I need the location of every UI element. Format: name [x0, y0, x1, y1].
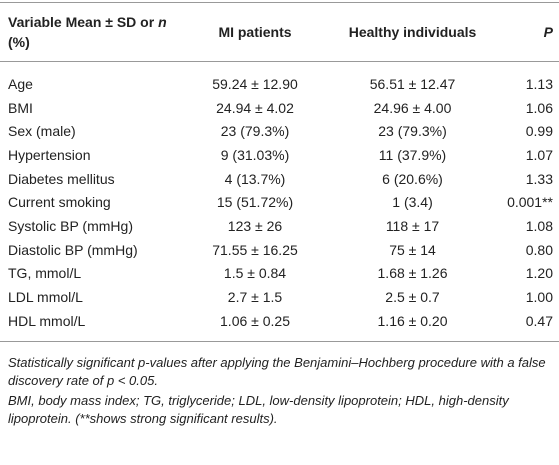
table-cell: Diabetes mellitus	[8, 170, 115, 187]
header-cell: Healthy individuals	[335, 2, 490, 62]
table-cell: Hypertension	[8, 146, 91, 163]
footnote: BMI, body mass index; TG, triglyceride; …	[8, 392, 509, 426]
table-cell: Diastolic BP (mmHg)	[8, 241, 138, 258]
table-cell: 2.5 ± 0.7	[385, 289, 440, 306]
table-cell: 23 (79.3%)	[378, 123, 447, 140]
table-cell: 6 (20.6%)	[382, 170, 443, 187]
header-cell: Variable Mean ± SD or n (%)	[0, 2, 175, 62]
table-cell: 1.13	[525, 75, 553, 92]
table-cell: 56.51 ± 12.47	[369, 75, 456, 92]
table-row: Age 59.24 ± 12.90 56.51 ± 12.47 1.13	[0, 62, 559, 96]
table-row: LDL mmol/L 2.7 ± 1.5 2.5 ± 0.7 1.00	[0, 285, 559, 309]
table-cell: 1 (3.4)	[392, 194, 433, 211]
table-cell: 1.68 ± 1.26	[377, 265, 448, 282]
table-cell: 15 (51.72%)	[216, 194, 294, 211]
table-cell: 1.16 ± 0.20	[335, 308, 490, 342]
table-cell: 0.47	[490, 308, 559, 342]
table-cell: 0.80	[525, 241, 553, 258]
table-row: Systolic BP (mmHg) 123 ± 26 118 ± 17 1.08	[0, 214, 559, 238]
table-cell: 1.06 ± 0.25	[175, 308, 335, 342]
footnotes: Statistically significant p-values after…	[0, 342, 559, 428]
table-cell: 118 ± 17	[385, 217, 440, 234]
table-row: Diabetes mellitus 4 (13.7%) 6 (20.6%) 1.33	[0, 167, 559, 191]
table-cell: 71.55 ± 16.25	[212, 241, 298, 258]
table-cell: Sex (male)	[8, 123, 76, 140]
table-cell: Current smoking	[8, 194, 111, 211]
table-row: HDL mmol/L 1.06 ± 0.25 1.16 ± 0.20 0.47	[0, 308, 559, 342]
header-row: Variable Mean ± SD or n (%) MI patients He…	[0, 2, 559, 62]
header-text: (%)	[8, 34, 30, 50]
table-cell: 1.5 ± 0.84	[223, 265, 287, 282]
table-cell: 1.00	[525, 289, 553, 306]
table-body: Age 59.24 ± 12.90 56.51 ± 12.47 1.13 BMI 24.9…	[0, 62, 559, 342]
footnote: Statistically significant p-values after…	[8, 354, 546, 388]
table-cell: HDL mmol/L	[0, 308, 175, 342]
table-cell: 0.001**	[507, 194, 553, 211]
table-row: BMI 24.94 ± 4.02 24.96 ± 4.00 1.06	[0, 96, 559, 120]
table-cell: 59.24 ± 12.90	[212, 75, 298, 92]
table-cell: 1.06	[525, 99, 553, 116]
data-table: Variable Mean ± SD or n (%) MI patients He…	[0, 2, 559, 342]
table-header: Variable Mean ± SD or n (%) MI patients He…	[0, 2, 559, 62]
table-row: Diastolic BP (mmHg) 71.55 ± 16.25 75 ± 14 0…	[0, 238, 559, 262]
header-cell: MI patients	[175, 2, 335, 62]
table-cell: Systolic BP (mmHg)	[8, 217, 133, 234]
table-cell: 4 (13.7%)	[224, 170, 286, 187]
header-text: Variable Mean ± SD or	[8, 14, 159, 30]
table-cell: Age	[8, 75, 33, 92]
table-cell: 1.07	[525, 146, 553, 163]
table-cell: 9 (31.03%)	[220, 146, 290, 163]
table-cell: TG, mmol/L	[8, 265, 82, 282]
table-cell: 0.99	[525, 123, 553, 140]
header-text: n	[158, 14, 167, 30]
table-cell: 11 (37.9%)	[378, 146, 447, 163]
table-cell: 2.7 ± 1.5	[227, 289, 283, 306]
table-cell: 123 ± 26	[227, 217, 283, 234]
table-cell: 23 (79.3%)	[220, 123, 290, 140]
table-row: Sex (male) 23 (79.3%) 23 (79.3%) 0.99	[0, 119, 559, 143]
table-cell: 75 ± 14	[389, 241, 436, 258]
table-cell: 24.96 ± 4.00	[373, 99, 452, 116]
table-cell: LDL mmol/L	[8, 289, 83, 306]
table-cell: 24.94 ± 4.02	[216, 99, 294, 116]
table-row: Current smoking 15 (51.72%) 1 (3.4) 0.001**	[0, 190, 559, 214]
table-cell: 1.20	[525, 265, 553, 282]
table-cell: 1.33	[525, 170, 553, 187]
table-row: TG, mmol/L 1.5 ± 0.84 1.68 ± 1.26 1.20	[0, 262, 559, 286]
table-cell: BMI	[8, 99, 33, 116]
table-cell: 1.08	[525, 217, 553, 234]
header-cell: P	[490, 2, 559, 62]
table-row: Hypertension 9 (31.03%) 11 (37.9%) 1.07	[0, 143, 559, 167]
